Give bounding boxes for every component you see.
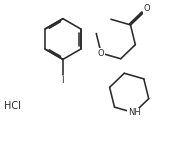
Text: NH: NH <box>128 108 140 117</box>
Text: O: O <box>98 49 104 58</box>
Text: I: I <box>62 76 64 85</box>
Text: O: O <box>144 4 150 13</box>
Text: HCl: HCl <box>4 101 21 111</box>
